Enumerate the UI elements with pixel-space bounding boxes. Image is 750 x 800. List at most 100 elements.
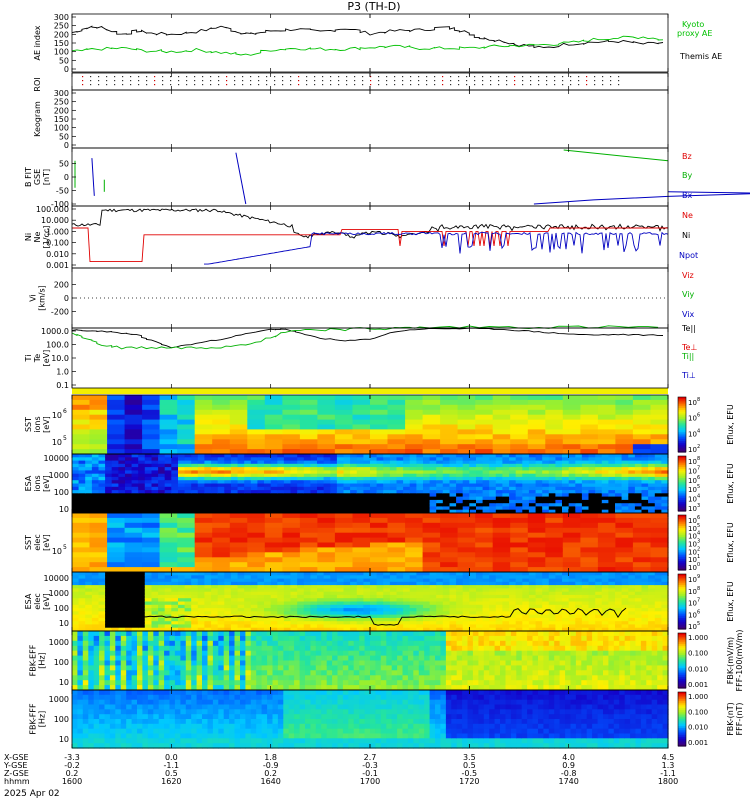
esa_i-cell xyxy=(204,503,212,508)
esa_i-cell xyxy=(257,470,265,475)
esa_i-cell xyxy=(237,486,245,491)
sst_e-cell xyxy=(650,547,669,553)
fbk_e-cell xyxy=(342,640,349,647)
esa_i-cell xyxy=(237,470,245,475)
fbk_e-cell xyxy=(93,650,100,657)
esa_e-cell xyxy=(72,621,80,626)
esa_e-cell xyxy=(237,598,245,603)
esa_i-cell xyxy=(562,473,570,478)
esa_e-cell xyxy=(151,594,159,599)
esa_e-cell xyxy=(581,598,590,603)
esa_e-cell xyxy=(383,594,391,599)
esa_i-cell xyxy=(555,467,563,471)
esa_i-cell xyxy=(409,503,417,508)
esa_i-cell xyxy=(303,490,311,494)
esa_i-cell xyxy=(131,509,139,514)
esa_i-cell xyxy=(489,509,497,514)
esa_e-cell xyxy=(237,601,245,606)
roi-mark xyxy=(346,80,348,82)
esa_e-cell xyxy=(72,608,80,612)
esa_e-cell xyxy=(98,614,106,619)
esa_i-cell xyxy=(356,490,364,494)
esa_e-cell xyxy=(502,581,510,586)
esa_e-cell xyxy=(310,601,318,606)
esa_i-cell xyxy=(568,509,576,514)
esa_e-cell xyxy=(283,588,292,593)
esa_e-cell xyxy=(356,578,364,583)
esa_e-cell xyxy=(370,578,378,583)
fbk_e-cell xyxy=(315,675,322,681)
fbk_e-cell xyxy=(234,631,241,637)
roi-mark xyxy=(290,84,292,86)
esa_i-cell xyxy=(370,506,378,511)
esa_e-cell xyxy=(330,604,338,609)
esa_e-cell xyxy=(608,594,616,599)
esa_e-cell xyxy=(628,617,636,622)
esa_e-cell xyxy=(396,578,404,583)
roi-mark xyxy=(426,76,428,78)
fbk_e-cell xyxy=(180,631,187,637)
esa_e-cell xyxy=(548,621,556,626)
roi-mark xyxy=(114,80,116,82)
esa_e-cell xyxy=(370,585,378,589)
esa_i-cell xyxy=(85,476,93,481)
esa_i-cell xyxy=(535,476,543,481)
esa_i-cell xyxy=(224,454,232,458)
esa_i-cell xyxy=(502,454,510,458)
sst_e-cell xyxy=(89,532,108,539)
fbk_e-cell xyxy=(191,655,198,662)
esa_i-cell xyxy=(191,473,199,478)
esa_i-cell xyxy=(237,460,245,465)
fbk_e-cell xyxy=(299,635,306,642)
esa_i-cell xyxy=(144,499,152,504)
esa_e-cell xyxy=(178,624,186,629)
sst_i-cell xyxy=(352,419,371,426)
esa_i-cell xyxy=(562,496,570,501)
sst_i-cell xyxy=(159,449,178,455)
esa_i-cell xyxy=(144,509,152,514)
esa_i-cell xyxy=(204,490,212,494)
esa_i-cell xyxy=(568,503,576,508)
esa_e-cell xyxy=(429,594,437,599)
esa_i-cell xyxy=(502,473,510,478)
esa_e-cell xyxy=(396,604,404,609)
sst_i-cell xyxy=(177,404,196,411)
esa_e-cell xyxy=(244,585,252,589)
esa_i-cell xyxy=(641,509,649,514)
esa_i-cell xyxy=(396,454,404,458)
esa_e-cell xyxy=(389,585,398,589)
sst_i-cell xyxy=(142,434,161,440)
esa_i-cell xyxy=(184,493,192,498)
fbk_e-cell xyxy=(207,665,214,671)
esa_i-cell xyxy=(217,463,225,468)
esa_i-cell xyxy=(330,499,338,504)
esa_i-cell xyxy=(85,499,93,504)
fbk_e-cell xyxy=(332,635,339,642)
esa_e-cell xyxy=(528,598,537,603)
esa_e-cell xyxy=(528,611,537,616)
esa_e-colorbar-cell xyxy=(678,610,686,614)
sst_i-cell xyxy=(282,419,301,426)
esa_e-cell xyxy=(270,594,278,599)
esa_e-cell xyxy=(171,624,179,629)
esa_e-cell xyxy=(184,581,192,586)
roi-mark xyxy=(186,76,188,78)
sst_e-cell xyxy=(159,527,178,534)
esa_i-cell xyxy=(191,490,199,494)
fbk_e-cell xyxy=(332,650,339,657)
sst_i-cell xyxy=(457,439,476,445)
esa_e-cell xyxy=(628,591,636,596)
esa_i-cell xyxy=(376,493,384,498)
esa_e-cell xyxy=(330,611,338,616)
esa_e-cell xyxy=(217,627,225,632)
esa_i-cell xyxy=(171,493,179,498)
esa_e-cell xyxy=(237,591,245,596)
sst_e-cell xyxy=(562,567,581,573)
fbk_e-cell xyxy=(137,675,143,681)
sst_e-cell xyxy=(142,527,161,534)
esa_e-cell xyxy=(297,624,305,629)
sst_i-cell xyxy=(124,419,143,426)
esa_i-cell xyxy=(125,470,133,475)
esa_e-cell xyxy=(144,581,152,586)
esa_i-cell xyxy=(370,496,378,501)
